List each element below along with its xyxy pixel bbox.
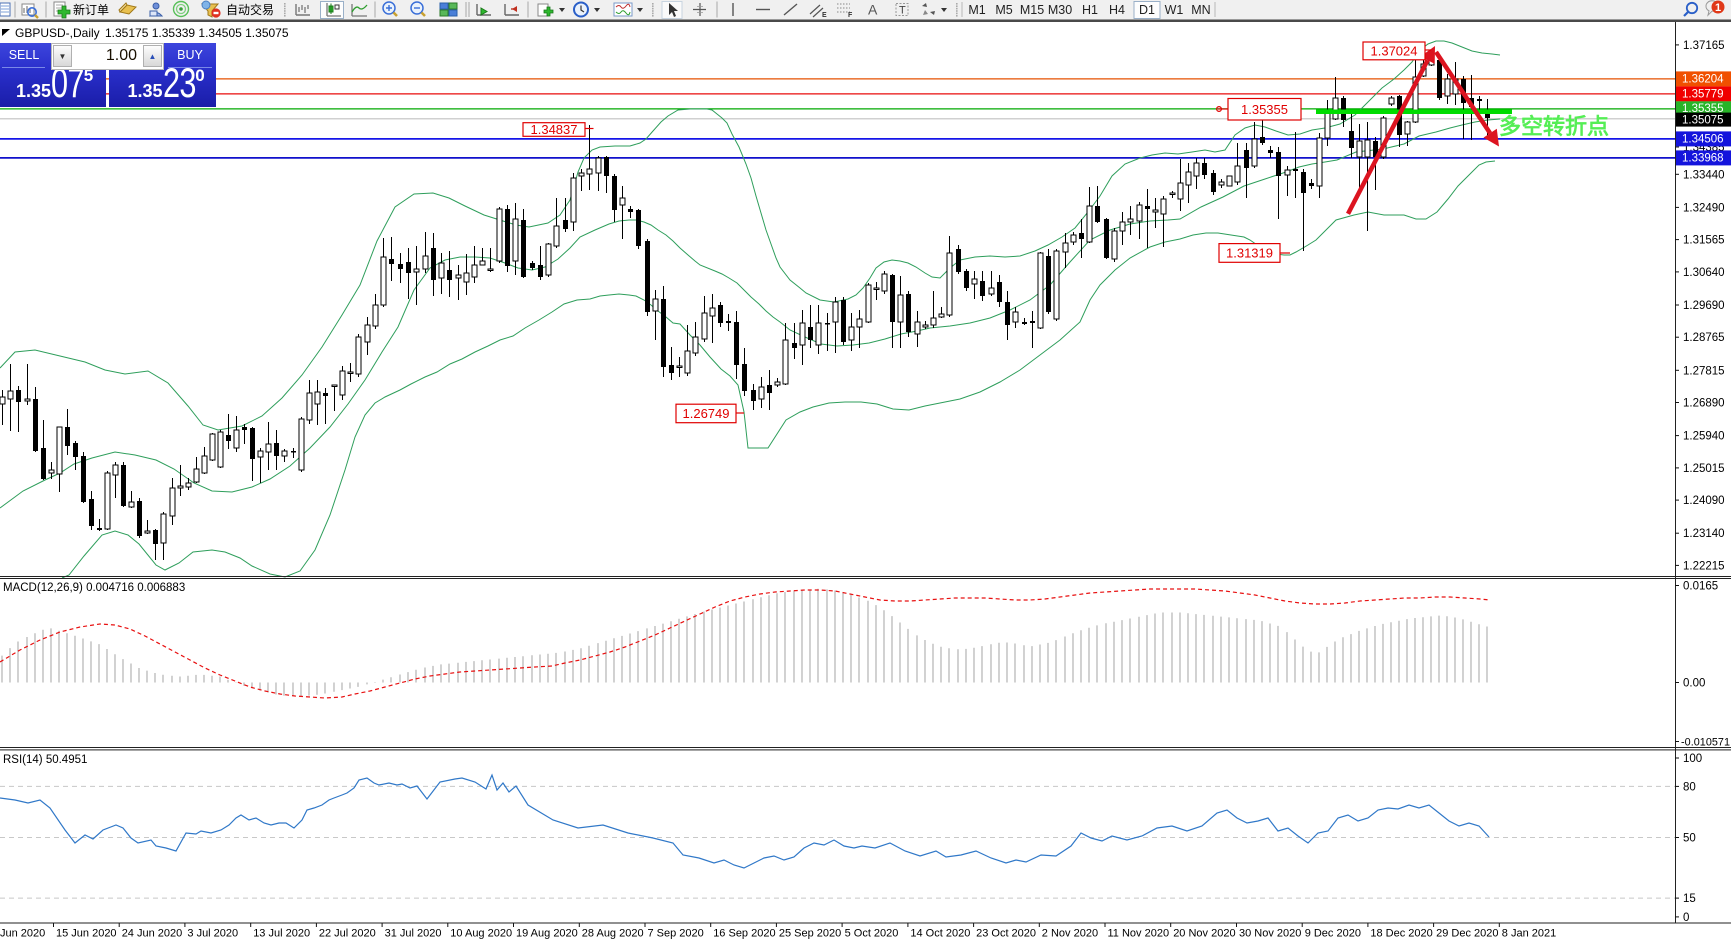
svg-text:20 Nov 2020: 20 Nov 2020 — [1173, 928, 1235, 940]
svg-text:1.37165: 1.37165 — [1683, 40, 1725, 52]
svg-text:1.31565: 1.31565 — [1683, 235, 1725, 247]
svg-text:9 Dec 2020: 9 Dec 2020 — [1305, 928, 1361, 940]
svg-text:1.35175 1.35339 1.34505 1.3507: 1.35175 1.35339 1.34505 1.35075 — [105, 26, 289, 40]
svg-text:5 Oct 2020: 5 Oct 2020 — [845, 928, 899, 940]
svg-text:100: 100 — [1683, 753, 1702, 765]
svg-text:31 Jul 2020: 31 Jul 2020 — [385, 928, 442, 940]
svg-text:25 Sep 2020: 25 Sep 2020 — [779, 928, 841, 940]
svg-text:MN: MN — [1191, 3, 1210, 17]
svg-text:1.35355: 1.35355 — [1682, 103, 1724, 115]
svg-text:D1: D1 — [1139, 3, 1155, 17]
svg-text:23 Oct 2020: 23 Oct 2020 — [976, 928, 1036, 940]
svg-text:0: 0 — [1683, 912, 1689, 924]
svg-text:1.25940: 1.25940 — [1683, 431, 1725, 443]
svg-text:24 Jun 2020: 24 Jun 2020 — [122, 928, 183, 940]
svg-text:Jun 2020: Jun 2020 — [0, 928, 45, 940]
svg-text:1.22215: 1.22215 — [1683, 560, 1725, 572]
svg-text:自动交易: 自动交易 — [226, 2, 274, 17]
svg-text:10 Aug 2020: 10 Aug 2020 — [450, 928, 512, 940]
svg-text:30 Nov 2020: 30 Nov 2020 — [1239, 928, 1301, 940]
svg-text:M30: M30 — [1048, 3, 1072, 17]
svg-text:T: T — [899, 5, 906, 17]
svg-text:1.33968: 1.33968 — [1682, 153, 1724, 165]
svg-text:1.23140: 1.23140 — [1683, 528, 1725, 540]
svg-text:13 Jul 2020: 13 Jul 2020 — [253, 928, 310, 940]
svg-text:1.28765: 1.28765 — [1683, 332, 1725, 344]
svg-text:M1: M1 — [968, 3, 985, 17]
svg-text:22 Jul 2020: 22 Jul 2020 — [319, 928, 376, 940]
svg-text:1.32490: 1.32490 — [1683, 202, 1725, 214]
svg-text:E: E — [822, 12, 827, 19]
svg-text:MACD(12,26,9) 0.004716 0.00688: MACD(12,26,9) 0.004716 0.006883 — [3, 582, 185, 594]
svg-text:3 Jul 2020: 3 Jul 2020 — [187, 928, 238, 940]
svg-text:7 Sep 2020: 7 Sep 2020 — [648, 928, 704, 940]
svg-text:18 Dec 2020: 18 Dec 2020 — [1370, 928, 1432, 940]
svg-text:1.34837: 1.34837 — [531, 122, 578, 137]
svg-text:F: F — [848, 12, 853, 19]
svg-text:新订单: 新订单 — [73, 2, 109, 17]
svg-text:A: A — [868, 2, 878, 18]
svg-text:1: 1 — [1715, 2, 1721, 14]
svg-text:1.27815: 1.27815 — [1683, 365, 1725, 377]
svg-text:W1: W1 — [1165, 3, 1184, 17]
svg-text:50: 50 — [1683, 833, 1696, 845]
svg-text:1.35779: 1.35779 — [1682, 89, 1724, 101]
svg-text:2 Nov 2020: 2 Nov 2020 — [1042, 928, 1098, 940]
svg-text:16 Sep 2020: 16 Sep 2020 — [713, 928, 775, 940]
svg-text:1.34506: 1.34506 — [1682, 134, 1724, 146]
svg-text:1.30640: 1.30640 — [1683, 267, 1725, 279]
svg-text:15 Jun 2020: 15 Jun 2020 — [56, 928, 117, 940]
svg-text:H4: H4 — [1109, 3, 1125, 17]
svg-text:1.35075: 1.35075 — [1682, 114, 1724, 126]
svg-text:8 Jan 2021: 8 Jan 2021 — [1502, 928, 1556, 940]
svg-text:多空转折点: 多空转折点 — [1499, 114, 1609, 139]
svg-text:0.0165: 0.0165 — [1683, 581, 1718, 593]
svg-text:14 Oct 2020: 14 Oct 2020 — [910, 928, 970, 940]
svg-text:1.26749: 1.26749 — [683, 406, 730, 421]
svg-text:-0.010571: -0.010571 — [1681, 737, 1730, 749]
svg-text:M15: M15 — [1020, 3, 1044, 17]
svg-text:80: 80 — [1683, 781, 1696, 793]
svg-text:1.33440: 1.33440 — [1683, 169, 1725, 181]
svg-text:1.25015: 1.25015 — [1683, 463, 1725, 475]
svg-text:19 Aug 2020: 19 Aug 2020 — [516, 928, 578, 940]
svg-text:29 Dec 2020: 29 Dec 2020 — [1436, 928, 1498, 940]
svg-text:M5: M5 — [995, 3, 1012, 17]
svg-text:H1: H1 — [1082, 3, 1098, 17]
svg-text:1.31319: 1.31319 — [1226, 245, 1273, 260]
svg-text:0.00: 0.00 — [1683, 678, 1705, 690]
svg-text:15: 15 — [1683, 893, 1696, 905]
svg-text:11 Nov 2020: 11 Nov 2020 — [1108, 928, 1170, 940]
svg-text:1.37024: 1.37024 — [1371, 43, 1418, 58]
svg-text:1.35355: 1.35355 — [1241, 102, 1288, 117]
svg-text:1.26890: 1.26890 — [1683, 398, 1725, 410]
svg-text:1.36204: 1.36204 — [1682, 74, 1724, 86]
svg-text:1.24090: 1.24090 — [1683, 495, 1725, 507]
svg-text:RSI(14) 50.4951: RSI(14) 50.4951 — [3, 754, 87, 766]
svg-text:28 Aug 2020: 28 Aug 2020 — [582, 928, 644, 940]
svg-text:1.29690: 1.29690 — [1683, 300, 1725, 312]
svg-text:GBPUSD-,Daily: GBPUSD-,Daily — [15, 26, 100, 40]
